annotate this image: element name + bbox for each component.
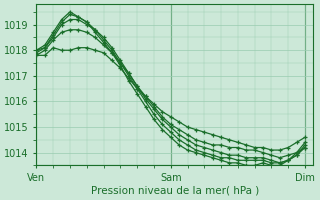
X-axis label: Pression niveau de la mer( hPa ): Pression niveau de la mer( hPa ) [91, 186, 259, 196]
